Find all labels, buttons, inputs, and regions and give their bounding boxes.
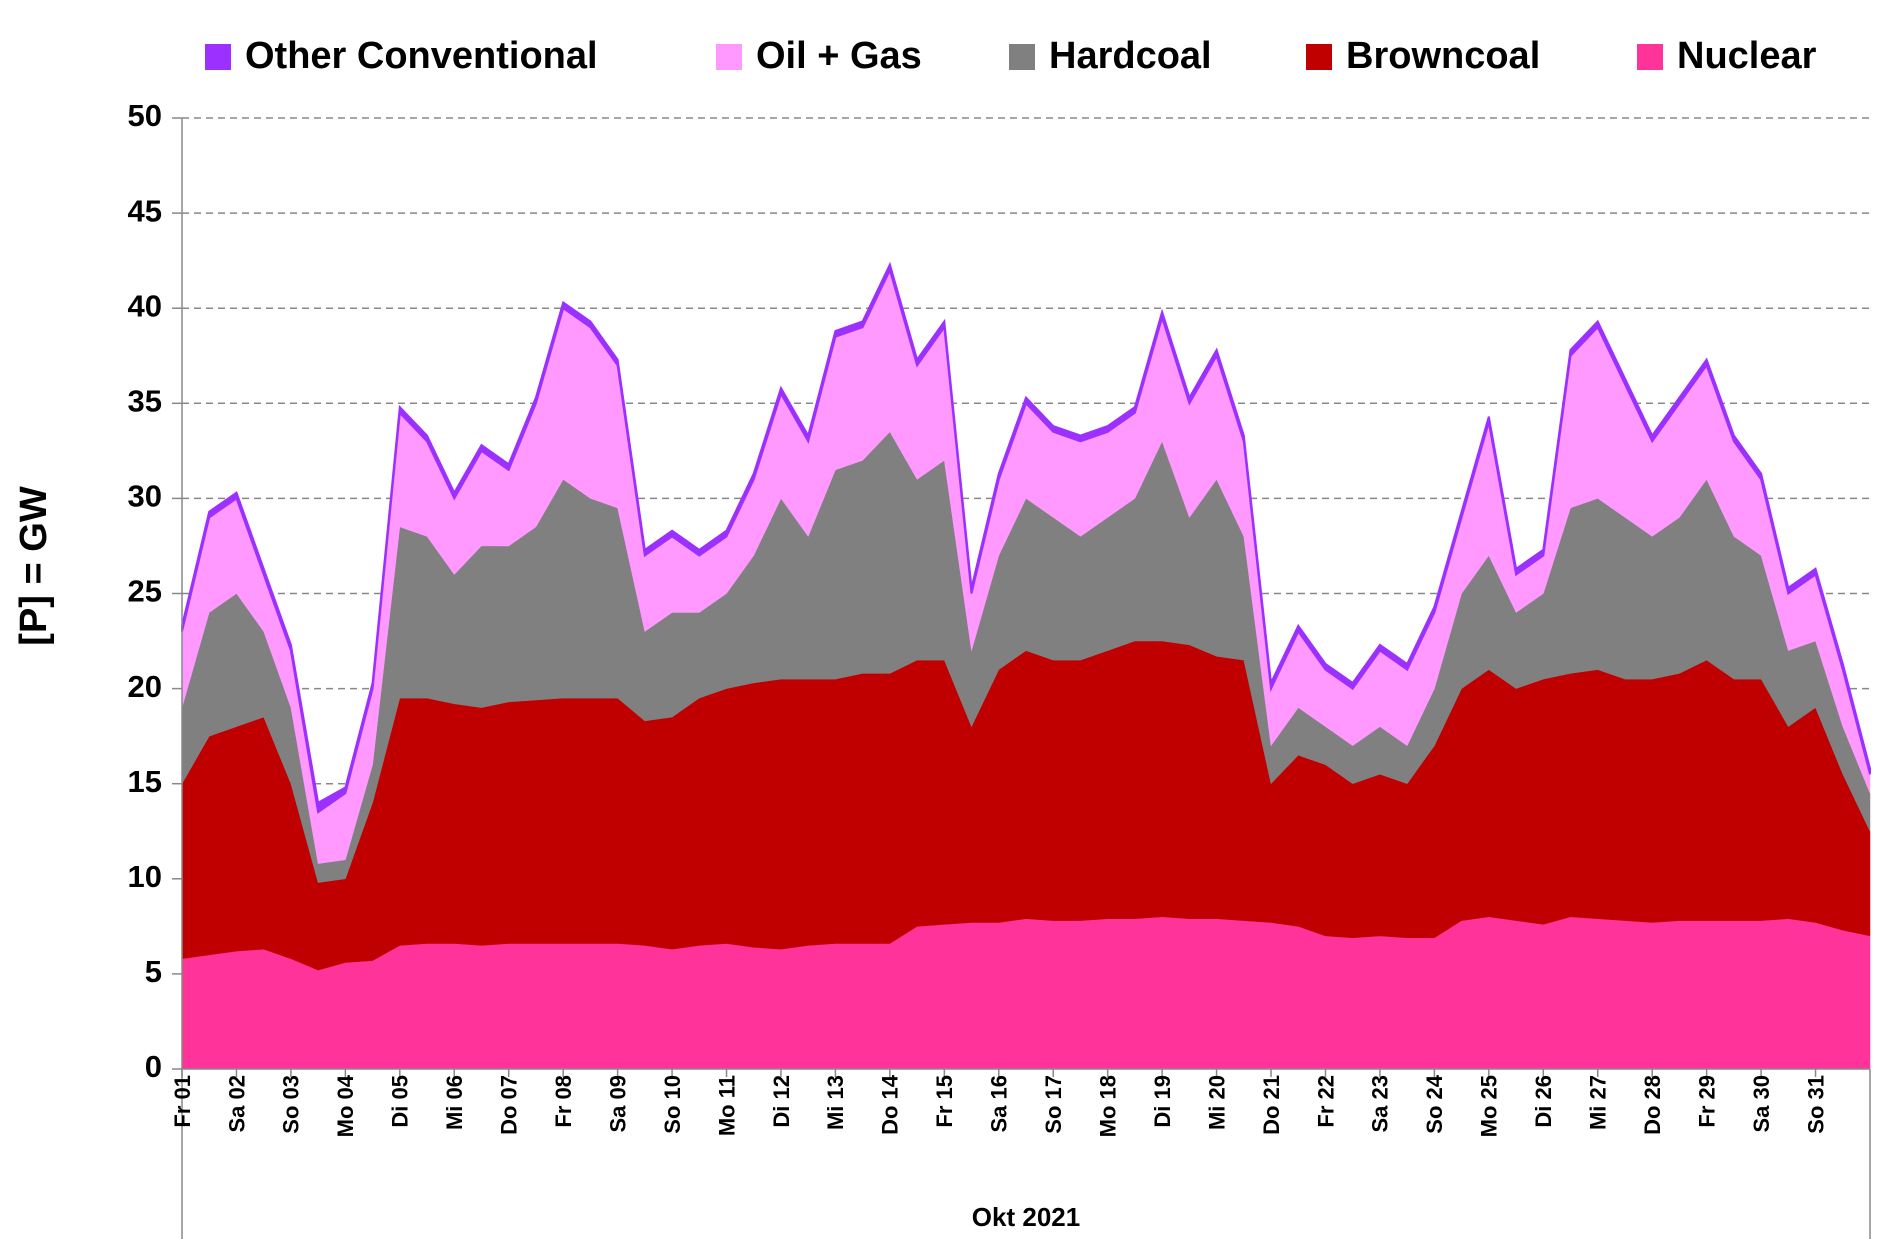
y-tick-label: 50 (128, 98, 162, 133)
y-tick-label: 5 (145, 954, 162, 989)
legend-label: Oil + Gas (756, 35, 922, 77)
x-tick-label: So 24 (1422, 1074, 1447, 1133)
x-tick-label: Fr 08 (551, 1075, 576, 1128)
x-tick-label: So 10 (660, 1075, 685, 1134)
x-tick-label: Di 19 (1150, 1075, 1175, 1128)
x-tick-label: Do 21 (1259, 1075, 1284, 1135)
x-tick-label: Do 28 (1640, 1075, 1665, 1135)
x-tick-label: Fr 01 (170, 1075, 195, 1128)
legend-swatch (1009, 44, 1035, 70)
x-tick-label: Do 07 (497, 1075, 522, 1135)
x-tick-label: Mi 20 (1204, 1075, 1229, 1130)
x-tick-label: Mo 18 (1095, 1075, 1120, 1137)
x-tick-label: Mo 25 (1477, 1075, 1502, 1137)
legend-label: Hardcoal (1049, 35, 1212, 77)
x-tick-label: Fr 22 (1313, 1075, 1338, 1128)
y-tick-label: 40 (128, 288, 162, 323)
legend-swatch (205, 44, 231, 70)
x-tick-label: Di 05 (388, 1075, 413, 1128)
legend-swatch (716, 44, 742, 70)
x-tick-label: Sa 02 (224, 1075, 249, 1133)
x-tick-label: Di 12 (769, 1075, 794, 1128)
x-tick-label: So 31 (1803, 1075, 1828, 1134)
legend-label: Nuclear (1677, 35, 1817, 77)
legend-swatch (1306, 44, 1332, 70)
x-tick-label: Sa 09 (605, 1075, 630, 1133)
y-tick-label: 45 (128, 193, 162, 228)
legend-label: Other Conventional (245, 35, 598, 77)
y-tick-label: 10 (128, 859, 162, 894)
area (181, 261, 1871, 814)
x-tick-label: Fr 15 (932, 1075, 957, 1128)
y-tick-label: 30 (128, 479, 162, 514)
x-tick-label: Mi 06 (442, 1075, 467, 1130)
legend-label: Browncoal (1346, 35, 1540, 77)
legend-swatch (1637, 44, 1663, 70)
x-tick-label: So 03 (279, 1075, 304, 1134)
x-tick-label: Sa 16 (987, 1075, 1012, 1133)
y-tick-label: 35 (128, 383, 162, 418)
x-tick-label: Fr 29 (1694, 1075, 1719, 1128)
x-tick-label: Sa 23 (1368, 1075, 1393, 1133)
x-tick-label: So 17 (1041, 1075, 1066, 1134)
x-tick-label: Do 14 (878, 1074, 903, 1135)
x-tick-label: Sa 30 (1749, 1075, 1774, 1133)
x-axis-title: Okt 2021 (972, 1202, 1080, 1232)
y-axis-title: [P] = GW (13, 486, 55, 646)
y-tick-label: 25 (128, 574, 162, 609)
x-tick-label: Mi 27 (1586, 1075, 1611, 1130)
x-tick-label: Di 26 (1531, 1075, 1556, 1128)
y-tick-label: 15 (128, 764, 162, 799)
x-tick-label: Mo 04 (333, 1074, 358, 1137)
x-tick-label: Mi 13 (823, 1075, 848, 1130)
y-tick-label: 0 (145, 1049, 162, 1084)
x-tick-label: Mo 11 (714, 1075, 739, 1136)
y-tick-label: 20 (128, 669, 162, 704)
